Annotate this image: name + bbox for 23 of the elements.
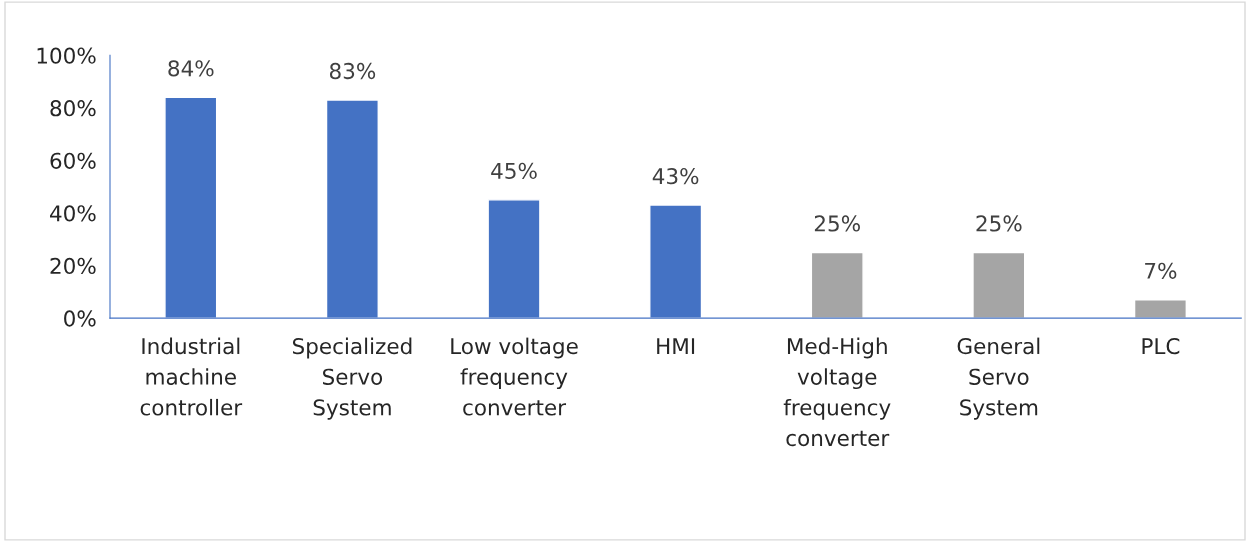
data-label: 7% <box>1145 262 1177 279</box>
data-label: 45% <box>491 162 537 180</box>
x-tick-label: Low voltage frequency converter <box>451 337 578 416</box>
x-tick-label: Industrial machine controller <box>140 337 243 416</box>
y-tick-label: 40% <box>50 205 96 222</box>
data-label: 25% <box>976 215 1022 232</box>
bar <box>810 251 864 319</box>
y-tick-label: 100% <box>37 47 96 64</box>
y-tick-label: 60% <box>50 152 96 169</box>
y-tick-label: 20% <box>50 257 96 275</box>
y-tick-label: 80% <box>50 100 96 117</box>
x-tick-label: HMI <box>657 338 695 354</box>
x-tick-label: PLC <box>1142 337 1180 355</box>
bar <box>1133 299 1187 319</box>
bar <box>972 251 1026 319</box>
data-label: 25% <box>814 215 860 232</box>
data-label: 84% <box>168 60 214 77</box>
y-tick-label: 0% <box>64 310 96 327</box>
data-label: 83% <box>329 62 376 80</box>
x-tick-label: Med-High voltage frequency converter <box>783 337 891 447</box>
x-tick-label: General Servo System <box>957 337 1040 420</box>
data-label: 43% <box>652 168 699 185</box>
x-tick-label: Specialized Servo System <box>292 337 412 420</box>
